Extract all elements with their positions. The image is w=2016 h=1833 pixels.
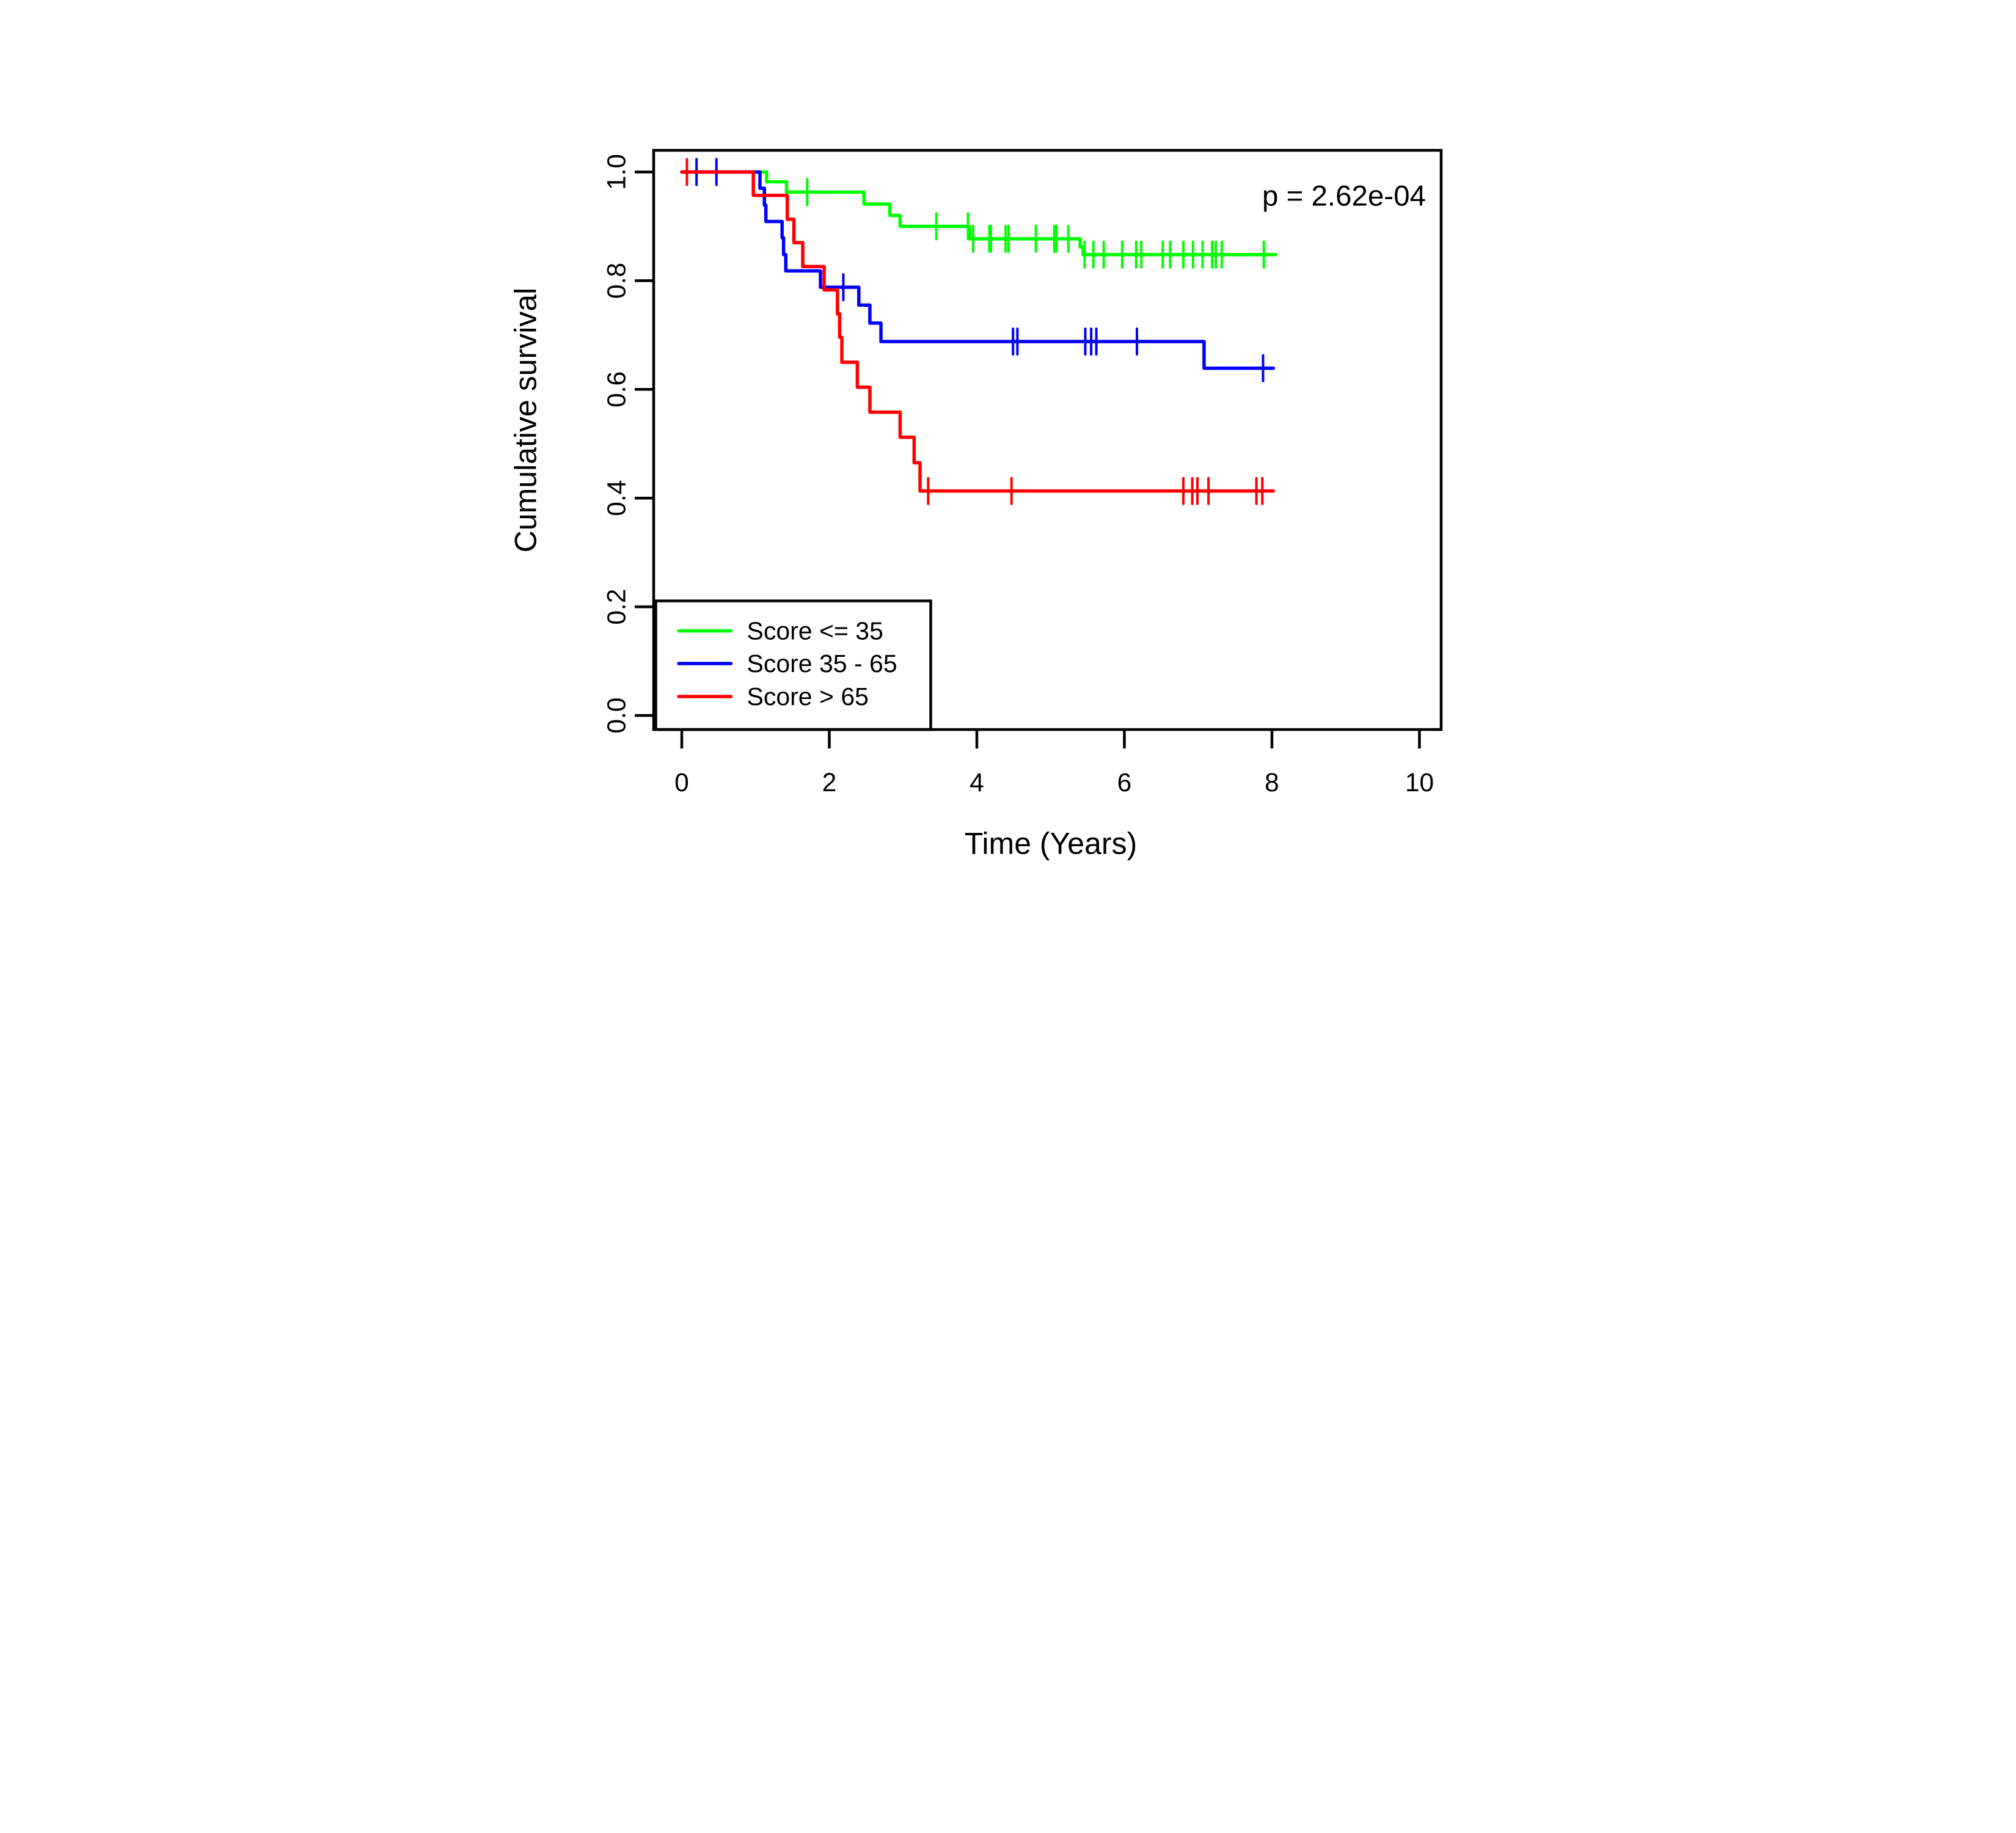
- x-tick-label: 8: [1265, 769, 1279, 797]
- x-tick-label: 10: [1405, 769, 1434, 797]
- survival-curves: [680, 158, 1277, 505]
- x-axis-title: Time (Years): [965, 827, 1137, 861]
- x-axis: 0 2 4 6 8 10: [674, 730, 1434, 797]
- y-tick-label: 0.2: [603, 589, 632, 625]
- legend-label: Score 35 - 65: [747, 649, 897, 678]
- y-tick-label: 0.6: [603, 371, 632, 408]
- survival-curve: [680, 170, 1276, 493]
- p-value-label: p = 2.62e-04: [1262, 180, 1426, 213]
- y-tick-label: 0.8: [603, 263, 632, 299]
- legend: Score <= 35 Score 35 - 65 Score > 65: [654, 599, 932, 731]
- y-axis-title: Cumulative survival: [509, 288, 543, 552]
- legend-box: [654, 599, 932, 731]
- x-tick-label: 2: [822, 769, 837, 797]
- y-tick-label: 0.0: [603, 697, 632, 733]
- legend-label: Score > 65: [747, 682, 869, 711]
- x-tick-label: 0: [674, 769, 689, 797]
- plot-area-border: [652, 148, 1443, 731]
- survival-curve: [680, 170, 1277, 257]
- x-tick-label: 4: [970, 769, 984, 797]
- legend-label: Score <= 35: [747, 617, 883, 645]
- y-tick-label: 0.4: [603, 480, 632, 516]
- km-survival-figure: 0 2 4 6 8 10 0.0 0.2 0.4 0.6 0.8 1.0 Time (Years) …: [504, 0, 1512, 916]
- y-tick-label: 1.0: [603, 154, 632, 190]
- survival-curve: [680, 170, 1276, 370]
- x-tick-label: 6: [1117, 769, 1132, 797]
- km-survival-plot: 0 2 4 6 8 10 0.00.20.40.60.81.0 Time (Years) …: [509, 148, 1443, 861]
- y-axis: 0.0 0.2 0.4 0.6 0.8 1.0: [603, 154, 654, 734]
